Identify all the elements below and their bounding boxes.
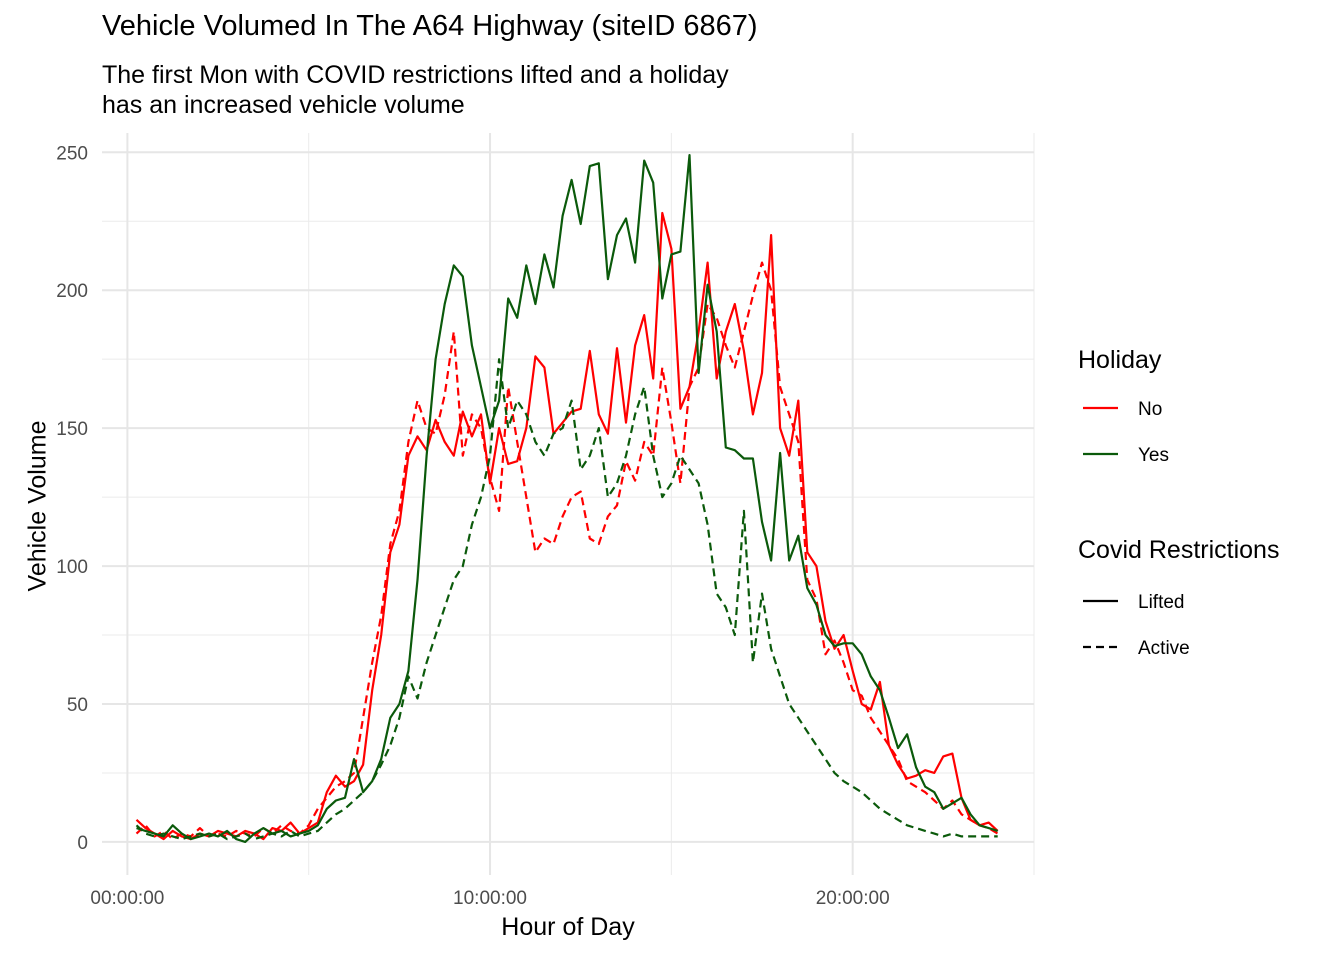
x-tick-label: 10:00:00 — [453, 888, 527, 909]
legend-label-no: No — [1138, 399, 1162, 420]
chart-subtitle-line-2: has an increased vehicle volume — [102, 91, 465, 119]
x-tick-label: 00:00:00 — [90, 888, 164, 909]
legend-title-holiday: Holiday — [1078, 346, 1162, 374]
x-tick-label: 20:00:00 — [816, 888, 890, 909]
legend-label-lifted: Lifted — [1138, 592, 1184, 613]
series-line-no-lifted — [135, 211, 999, 841]
series-line-yes-lifted — [136, 154, 999, 843]
chart-subtitle-line-1: The first Mon with COVID restrictions li… — [102, 61, 729, 89]
y-tick-label: 100 — [56, 557, 88, 578]
x-axis-label: Hour of Day — [501, 913, 635, 941]
y-tick-label: 0 — [77, 833, 88, 854]
y-tick-label: 250 — [56, 143, 88, 164]
chart-title: Vehicle Volumed In The A64 Highway (site… — [102, 10, 758, 42]
legend-label-active: Active — [1138, 638, 1190, 659]
y-tick-label: 200 — [56, 281, 88, 302]
series-line-no-active — [135, 261, 999, 841]
y-tick-label: 50 — [67, 695, 88, 716]
legend-label-yes: Yes — [1138, 445, 1169, 466]
series-line-yes-active — [135, 358, 998, 841]
y-tick-label: 150 — [56, 419, 88, 440]
legend-title-covid: Covid Restrictions — [1078, 536, 1279, 564]
chart-subtitle: The first Mon with COVID restrictions li… — [102, 60, 729, 120]
